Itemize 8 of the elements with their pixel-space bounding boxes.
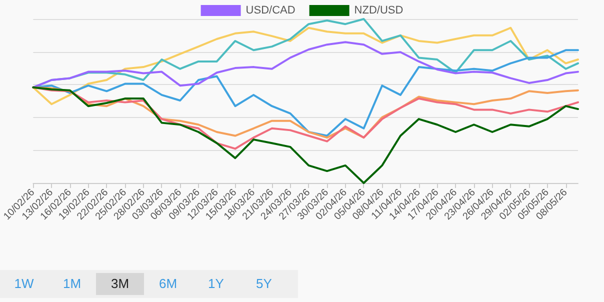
text: 1M [62,275,82,293]
text: 3M [96,273,144,295]
text: 6M [158,275,178,293]
text: 5Y [255,275,273,293]
legend-label: NZD/USD [354,4,404,16]
text: 1Y [207,275,225,293]
legend-label: USD/CAD [246,4,296,16]
text: 1W [13,275,35,293]
